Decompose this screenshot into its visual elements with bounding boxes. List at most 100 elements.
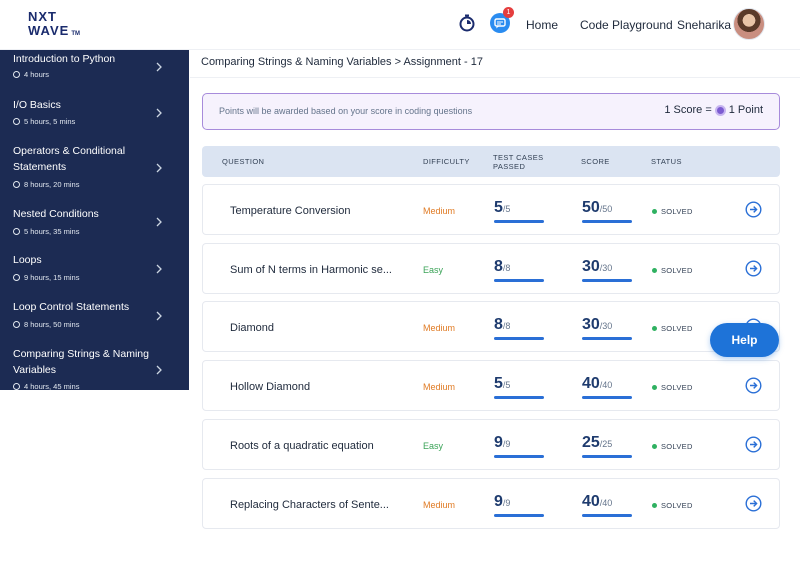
test-cases-passed-value: 5 xyxy=(494,375,503,392)
table-row[interactable]: Diamond Medium 8/8 30/30 SOLVED xyxy=(202,301,780,352)
sidebar-item-title: Loop Control Statements xyxy=(13,301,130,313)
question-name[interactable]: Sum of N terms in Harmonic se... xyxy=(230,264,392,276)
stopwatch-icon[interactable] xyxy=(457,13,477,33)
score: 40/40 xyxy=(582,493,612,511)
test-cases-passed: 5/5 xyxy=(494,199,510,217)
clock-icon xyxy=(13,321,20,328)
test-cases-total: /9 xyxy=(502,439,511,449)
test-cases-total: /8 xyxy=(502,263,511,273)
question-name[interactable]: Temperature Conversion xyxy=(230,205,351,217)
test-cases-progress-bar xyxy=(494,455,544,458)
sidebar-item-duration: 4 hours xyxy=(13,70,49,79)
sidebar-item-title: Comparing Strings & Naming Variables xyxy=(13,348,149,376)
score-progress-bar xyxy=(582,220,632,223)
sidebar-item-duration: 4 hours, 45 mins xyxy=(13,382,79,390)
table-row[interactable]: Temperature Conversion Medium 5/5 50/50 SOLV… xyxy=(202,184,780,235)
test-cases-progress-bar xyxy=(494,514,544,517)
test-cases-passed: 8/8 xyxy=(494,258,510,276)
question-name[interactable]: Roots of a quadratic equation xyxy=(230,440,374,452)
nxtwave-logo[interactable]: NXT WAVE TM xyxy=(28,10,88,40)
sidebar-item-duration: 5 hours, 35 mins xyxy=(13,227,79,236)
arrow-right-circle-icon[interactable] xyxy=(745,201,762,218)
header-score: SCORE xyxy=(581,157,610,166)
sidebar-item-introduction-to-python[interactable]: Introduction to Python 4 hours xyxy=(0,50,189,96)
status-dot xyxy=(652,209,657,214)
test-cases-passed-value: 9 xyxy=(494,493,503,510)
sidebar-item-nested-conditions[interactable]: Nested Conditions 5 hours, 35 mins xyxy=(0,205,189,251)
chevron-right-icon xyxy=(156,264,162,274)
table-row[interactable]: Sum of N terms in Harmonic se... Easy 8/8 3… xyxy=(202,243,780,294)
test-cases-total: /8 xyxy=(502,321,511,331)
test-cases-progress-bar xyxy=(494,337,544,340)
chat-icon[interactable] xyxy=(490,13,510,33)
header-test-cases-line2: PASSED xyxy=(493,162,526,171)
user-name[interactable]: Sneharika xyxy=(677,18,732,32)
status-badge: SOLVED xyxy=(652,501,693,510)
question-name[interactable]: Replacing Characters of Sente... xyxy=(230,499,389,511)
score: 30/30 xyxy=(582,316,612,334)
score-progress-bar xyxy=(582,455,632,458)
sidebar-item-duration-text: 4 hours, 45 mins xyxy=(24,382,80,390)
test-cases-progress-bar xyxy=(494,396,544,399)
nav-home-link[interactable]: Home xyxy=(526,18,559,32)
sidebar-item-duration: 9 hours, 15 mins xyxy=(13,273,79,282)
sidebar-item-duration-text: 8 hours, 20 mins xyxy=(24,180,80,189)
question-name[interactable]: Hollow Diamond xyxy=(230,381,311,393)
difficulty-label: Easy xyxy=(423,265,444,275)
nav-code-playground-link[interactable]: Code Playground xyxy=(580,18,673,32)
sidebar-item-duration: 5 hours, 5 mins xyxy=(13,117,75,126)
status-badge: SOLVED xyxy=(652,442,693,451)
score-progress-bar xyxy=(582,337,632,340)
sidebar-item-title: Nested Conditions xyxy=(13,208,99,220)
sidebar-item-duration: 8 hours, 50 mins xyxy=(13,320,79,329)
table-row[interactable]: Roots of a quadratic equation Easy 9/9 25/2… xyxy=(202,419,780,470)
arrow-right-circle-icon[interactable] xyxy=(745,260,762,277)
question-name[interactable]: Diamond xyxy=(230,322,275,334)
sidebar-item-io-basics[interactable]: I/O Basics 5 hours, 5 mins xyxy=(0,96,189,142)
divider xyxy=(190,77,800,78)
test-cases-total: /9 xyxy=(502,498,511,508)
breadcrumb[interactable]: Comparing Strings & Naming Variables > A… xyxy=(201,56,483,68)
clock-icon xyxy=(13,383,20,390)
test-cases-passed-value: 5 xyxy=(494,199,503,216)
header-difficulty: DIFFICULTY xyxy=(423,157,470,166)
arrow-right-circle-icon[interactable] xyxy=(745,495,762,512)
sidebar-item-title: I/O Basics xyxy=(13,99,61,111)
sidebar-item-loops[interactable]: Loops 9 hours, 15 mins xyxy=(0,251,189,297)
difficulty-label: Medium xyxy=(423,206,456,216)
test-cases-total: /5 xyxy=(502,204,511,214)
point-label: 1 Point xyxy=(728,104,763,116)
status-dot xyxy=(652,268,657,273)
arrow-right-circle-icon[interactable] xyxy=(745,377,762,394)
header-status: STATUS xyxy=(651,157,682,166)
test-cases-progress-fill xyxy=(494,337,544,340)
avatar[interactable] xyxy=(733,8,765,40)
test-cases-passed: 9/9 xyxy=(494,434,510,452)
score: 25/25 xyxy=(582,434,612,452)
score-progress-fill xyxy=(582,455,632,458)
score-total: /50 xyxy=(599,204,613,214)
difficulty-label: Medium xyxy=(423,382,456,392)
table-row[interactable]: Replacing Characters of Sente... Medium 9/… xyxy=(202,478,780,529)
arrow-right-circle-icon[interactable] xyxy=(745,436,762,453)
sidebar-item-operators-conditional[interactable]: Operators & Conditional Statements 8 hou… xyxy=(0,142,189,204)
test-cases-passed-value: 9 xyxy=(494,434,503,451)
status-text: SOLVED xyxy=(661,324,693,333)
score-value: 25 xyxy=(582,434,600,451)
test-cases-progress-fill xyxy=(494,396,544,399)
score-progress-fill xyxy=(582,220,632,223)
course-sidebar: Introduction to Python 4 hours I/O Basic… xyxy=(0,50,189,390)
test-cases-passed-value: 8 xyxy=(494,258,503,275)
test-cases-progress-fill xyxy=(494,455,544,458)
chevron-right-icon xyxy=(156,311,162,321)
score-total: /30 xyxy=(599,263,613,273)
score-progress-fill xyxy=(582,514,632,517)
help-button[interactable]: Help xyxy=(710,323,779,357)
score-value: 40 xyxy=(582,375,600,392)
status-badge: SOLVED xyxy=(652,324,693,333)
score-total: /40 xyxy=(599,380,613,390)
table-row[interactable]: Hollow Diamond Medium 5/5 40/40 SOLVED xyxy=(202,360,780,411)
sidebar-item-loop-control-statements[interactable]: Loop Control Statements 8 hours, 50 mins xyxy=(0,298,189,344)
sidebar-item-comparing-strings[interactable]: Comparing Strings & Naming Variables 4 h… xyxy=(0,345,189,390)
header-question: QUESTION xyxy=(222,157,265,166)
